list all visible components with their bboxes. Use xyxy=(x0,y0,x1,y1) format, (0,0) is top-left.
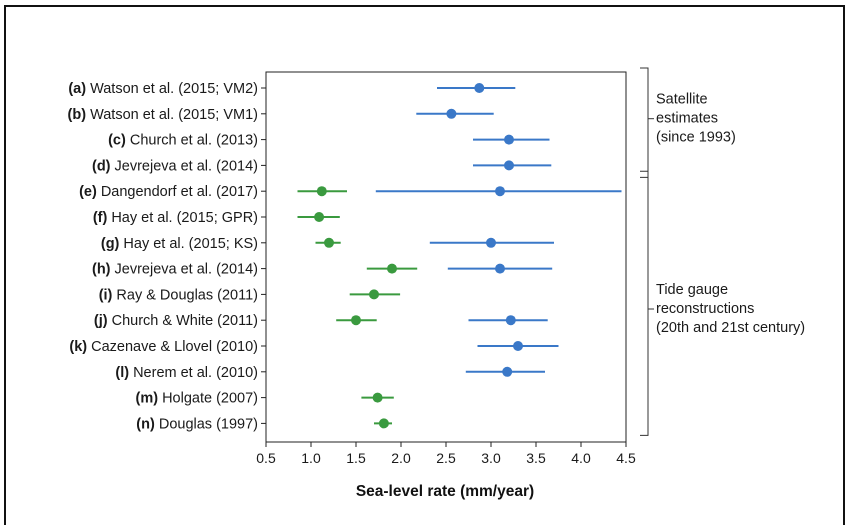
x-tick-label: 2.0 xyxy=(391,450,411,466)
row-label: (c) Church et al. (2013) xyxy=(108,133,258,149)
row-label: (j) Church & White (2011) xyxy=(94,313,258,329)
data-point xyxy=(324,237,334,248)
plot-border xyxy=(265,71,627,443)
row-study-name: Watson et al. (2015; VM2) xyxy=(90,81,258,97)
group-bracket xyxy=(640,170,649,436)
data-point xyxy=(474,83,485,93)
row-study-name: Hay et al. (2015; KS) xyxy=(123,236,258,252)
data-point xyxy=(486,237,496,248)
x-tick-label: 4.5 xyxy=(616,450,636,466)
row-tag: (h) xyxy=(92,262,115,278)
row-label: (h) Jevrejeva et al. (2014) xyxy=(92,262,258,278)
row-label: (n) Douglas (1997) xyxy=(136,416,258,432)
row-label: (k) Cazenave & Llovel (2010) xyxy=(69,339,258,355)
group-label-line: Tide gauge xyxy=(656,282,728,298)
data-point xyxy=(504,160,514,171)
row-label: (b) Watson et al. (2015; VM1) xyxy=(68,107,258,123)
data-point xyxy=(387,263,397,274)
data-point xyxy=(369,289,379,300)
data-point xyxy=(316,186,327,197)
row-tag: (i) xyxy=(99,287,117,303)
group-label-line: (20th and 21st century) xyxy=(656,320,805,336)
row-study-name: Watson et al. (2015; VM1) xyxy=(90,107,258,123)
row-tag: (f) xyxy=(93,210,112,226)
row-study-name: Ray & Douglas (2011) xyxy=(116,287,258,303)
x-tick-label: 1.5 xyxy=(346,450,366,466)
row-tag: (g) xyxy=(101,236,124,252)
data-point xyxy=(446,108,457,119)
group-label-line: reconstructions xyxy=(656,301,754,317)
data-point xyxy=(502,366,513,377)
row-study-name: Hay et al. (2015; GPR) xyxy=(111,210,258,226)
group-label-line: estimates xyxy=(656,111,718,127)
row-tag: (l) xyxy=(115,365,133,381)
data-point xyxy=(495,263,505,274)
group-bracket xyxy=(640,67,649,178)
row-tag: (m) xyxy=(135,391,162,407)
row-tag: (a) xyxy=(68,81,90,97)
row-study-name: Jevrejeva et al. (2014) xyxy=(115,158,258,174)
row-study-name: Church & White (2011) xyxy=(112,313,258,329)
data-point xyxy=(504,134,514,145)
group-label-line: (since 1993) xyxy=(656,130,736,146)
x-tick-label: 1.0 xyxy=(301,450,321,466)
row-label: (a) Watson et al. (2015; VM2) xyxy=(68,81,258,97)
data-point xyxy=(378,418,389,429)
x-axis-label: Sea-level rate (mm/year) xyxy=(356,483,534,500)
row-tag: (d) xyxy=(92,158,115,174)
x-tick-label: 2.5 xyxy=(436,450,456,466)
row-label: (d) Jevrejeva et al. (2014) xyxy=(92,158,258,174)
data-point xyxy=(314,212,325,222)
data-point xyxy=(372,392,383,403)
row-study-name: Jevrejeva et al. (2014) xyxy=(115,262,258,278)
row-tag: (n) xyxy=(136,416,159,432)
group-label-line: Satellite xyxy=(656,92,708,108)
row-study-name: Church et al. (2013) xyxy=(130,133,258,149)
row-label: (e) Dangendorf et al. (2017) xyxy=(79,184,258,200)
data-point xyxy=(513,341,523,351)
row-tag: (c) xyxy=(108,133,130,149)
row-study-name: Douglas (1997) xyxy=(159,416,258,432)
x-tick-label: 3.0 xyxy=(481,450,501,466)
row-label: (m) Holgate (2007) xyxy=(135,391,258,407)
x-tick-label: 4.0 xyxy=(571,450,591,466)
row-label: (l) Nerem et al. (2010) xyxy=(115,365,258,381)
row-tag: (e) xyxy=(79,184,101,200)
row-label: (f) Hay et al. (2015; GPR) xyxy=(93,210,258,226)
row-label: (i) Ray & Douglas (2011) xyxy=(99,287,258,303)
row-tag: (k) xyxy=(69,339,91,355)
x-tick-label: 3.5 xyxy=(526,450,546,466)
data-point xyxy=(505,315,516,326)
data-point xyxy=(495,186,505,197)
row-tag: (j) xyxy=(94,313,112,329)
row-tag: (b) xyxy=(68,107,91,123)
row-study-name: Nerem et al. (2010) xyxy=(133,365,258,381)
row-study-name: Dangendorf et al. (2017) xyxy=(101,184,258,200)
x-tick-label: 0.5 xyxy=(256,450,276,466)
figure-frame xyxy=(4,5,845,525)
row-study-name: Holgate (2007) xyxy=(162,391,258,407)
row-study-name: Cazenave & Llovel (2010) xyxy=(91,339,258,355)
data-point xyxy=(351,315,361,326)
row-label: (g) Hay et al. (2015; KS) xyxy=(101,236,258,252)
